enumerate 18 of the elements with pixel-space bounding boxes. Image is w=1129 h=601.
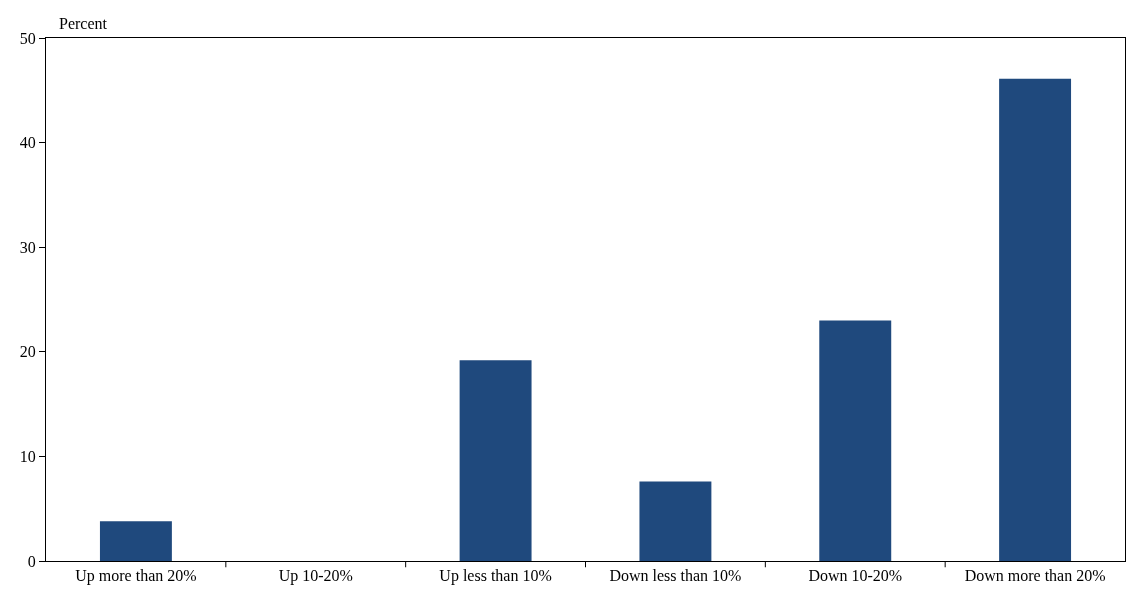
x-tick-label: Down more than 20%	[964, 567, 1106, 585]
y-tick-label: 40	[19, 134, 36, 152]
bar	[819, 320, 892, 561]
y-tick-label: 30	[19, 238, 36, 256]
x-tick-label: Down 10-20%	[808, 567, 903, 585]
x-tick-label: Down less than 10%	[609, 567, 742, 585]
y-tick-label: 0	[27, 552, 36, 570]
x-tick-label: Up less than 10%	[439, 567, 552, 586]
bar	[999, 78, 1072, 561]
bar	[639, 481, 712, 561]
y-axis-title: Percent	[59, 15, 108, 32]
y-tick-label: 10	[19, 448, 36, 465]
bar	[459, 360, 532, 561]
y-tick-label: 20	[19, 343, 36, 361]
x-tick-label: Up more than 20%	[75, 567, 197, 586]
bar	[99, 521, 172, 561]
x-tick-label: Up 10-20%	[278, 567, 353, 586]
y-tick-label: 50	[19, 29, 36, 47]
